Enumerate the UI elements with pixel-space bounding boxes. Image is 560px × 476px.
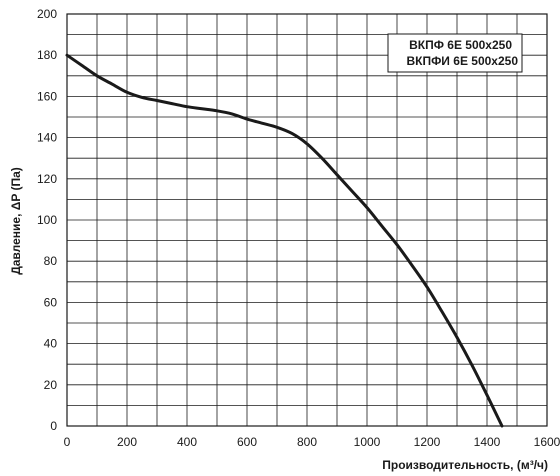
y-tick-label: 120 [37, 172, 57, 186]
x-tick-label: 0 [64, 435, 71, 449]
y-tick-label: 100 [37, 213, 57, 227]
tick-labels: 0 200 400 600 800 1000 1200 1400 1600 0 20 40 60 80 10… [37, 7, 560, 449]
series-layer [65, 53, 504, 428]
grid [67, 14, 547, 426]
y-tick-label: 160 [37, 89, 57, 103]
y-tick-label: 20 [44, 378, 58, 392]
x-axis-title: Производительность, (м³/ч) [382, 458, 548, 472]
plot-frame [66, 13, 548, 427]
x-tick-label: 800 [297, 435, 317, 449]
y-axis-title: Давление, ΔP (Па) [9, 167, 23, 275]
y-tick-label: 80 [44, 254, 58, 268]
x-tick-label: 400 [177, 435, 197, 449]
x-tick-label: 1200 [414, 435, 441, 449]
x-tick-label: 1000 [354, 435, 381, 449]
x-tick-label: 1400 [474, 435, 501, 449]
legend-entry-2: ВКПФИ 6E 500x250 [406, 54, 518, 68]
y-tick-label: 0 [50, 419, 57, 433]
y-tick-label: 140 [37, 131, 57, 145]
series-line-1 [65, 53, 504, 428]
y-tick-label: 180 [37, 48, 57, 62]
x-tick-label: 1600 [534, 435, 560, 449]
legend: ВКПФ 6E 500x250 ВКПФИ 6E 500x250 [387, 33, 523, 73]
x-tick-label: 600 [237, 435, 257, 449]
legend-entry-1: ВКПФ 6E 500x250 [409, 38, 512, 52]
legend-box [387, 33, 523, 73]
x-tick-label: 200 [117, 435, 137, 449]
y-tick-label: 60 [44, 295, 58, 309]
y-tick-label: 40 [44, 337, 58, 351]
y-tick-label: 200 [37, 7, 57, 21]
